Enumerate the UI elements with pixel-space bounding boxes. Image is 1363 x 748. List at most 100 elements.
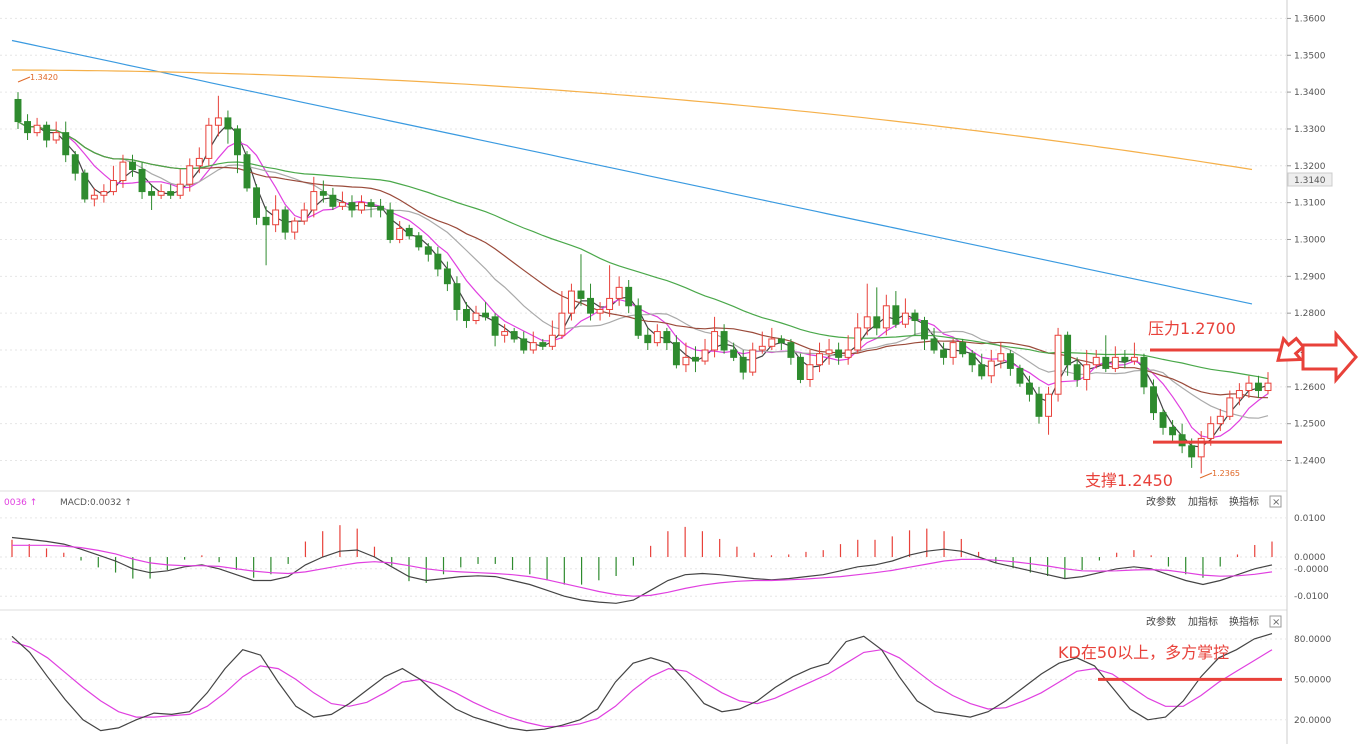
candle-down xyxy=(43,124,51,141)
candle-down xyxy=(1035,393,1043,417)
candle-down xyxy=(1255,382,1262,392)
high-marker: 1.3420 xyxy=(17,73,58,83)
candle-up xyxy=(863,316,871,329)
price-tick-label: 1.2900 xyxy=(1294,272,1326,282)
macd-axis: 0.0100 0.0000 -0.0000 -0.0100 xyxy=(0,514,1329,602)
candle-up xyxy=(606,297,614,310)
ma-fast-line xyxy=(17,121,1269,448)
candle-up xyxy=(1245,382,1253,392)
candle-up xyxy=(1054,334,1062,395)
candle-down xyxy=(1102,356,1110,369)
moving-averages xyxy=(11,39,1269,448)
candle-up xyxy=(291,220,299,233)
resistance-label: 压力1.2700 xyxy=(1148,319,1236,338)
candle-down xyxy=(625,286,633,307)
candle-up xyxy=(825,349,833,355)
candle-down xyxy=(129,161,136,170)
candle-up xyxy=(1045,393,1052,417)
price-tick-label: 1.2500 xyxy=(1294,420,1326,430)
swap-indicator-button[interactable]: 换指标 xyxy=(1229,615,1259,628)
candle-down xyxy=(415,235,423,248)
add-indicator-button[interactable]: 加指标 xyxy=(1188,615,1218,628)
candle-up xyxy=(701,349,709,362)
candle-down xyxy=(968,353,976,366)
swap-indicator-button[interactable]: 换指标 xyxy=(1229,495,1259,508)
candle-up xyxy=(711,331,719,351)
close-icon: × xyxy=(1272,617,1280,628)
candle-up xyxy=(529,342,537,351)
candle-down xyxy=(873,316,881,329)
candle-down xyxy=(14,98,22,123)
candle-up xyxy=(52,132,60,141)
price-tick-label: 1.2800 xyxy=(1294,309,1326,319)
candle-up xyxy=(749,349,757,373)
candle-up xyxy=(501,331,509,336)
macd-left-value: 0036 ↑ xyxy=(4,498,37,508)
macd-label: MACD:0.0032 ↑ xyxy=(60,498,132,508)
candle-down xyxy=(911,312,919,322)
candle-down xyxy=(692,356,699,362)
candle-up xyxy=(157,191,165,196)
candle-down xyxy=(796,356,804,380)
candle-up xyxy=(806,364,814,380)
candle-down xyxy=(1178,434,1186,447)
price-tick-label: 1.3400 xyxy=(1294,88,1326,98)
change-params-button[interactable]: 改参数 xyxy=(1146,615,1176,628)
current-price-label: 1.3140 xyxy=(1294,176,1326,186)
macd-tick-label: -0.0000 xyxy=(1294,565,1329,575)
candle-down xyxy=(329,194,337,207)
kd-toolbar: 改参数 加指标 换指标 × xyxy=(1146,615,1282,628)
candle-down xyxy=(386,209,394,240)
candle-down xyxy=(1140,356,1148,388)
price-tick-label: 1.2400 xyxy=(1294,457,1326,467)
candle-up xyxy=(901,312,909,325)
add-indicator-button[interactable]: 加指标 xyxy=(1188,495,1218,508)
ma-brown-line xyxy=(17,121,1269,399)
candle-up xyxy=(195,157,203,167)
candle-up xyxy=(882,305,890,329)
candle-down xyxy=(424,246,432,255)
candle-down xyxy=(405,227,413,237)
candle-down xyxy=(978,364,986,377)
candle-down xyxy=(443,268,451,285)
kd-tick-label: 80.0000 xyxy=(1294,635,1331,645)
right-arrow-icon xyxy=(1301,329,1358,385)
candle-down xyxy=(224,117,232,130)
candle-down xyxy=(491,316,499,336)
candle-up xyxy=(1092,356,1100,366)
candle-down xyxy=(539,342,547,347)
candle-down xyxy=(348,202,356,211)
candle-down xyxy=(1159,412,1167,428)
candle-down xyxy=(739,356,747,373)
candle-up xyxy=(682,356,690,366)
candle-up xyxy=(109,180,117,193)
candle-up xyxy=(596,308,604,314)
candle-down xyxy=(520,338,528,351)
candle-down xyxy=(644,334,652,344)
candle-down xyxy=(777,338,785,344)
close-macd-button[interactable] xyxy=(1269,495,1282,508)
close-kd-button[interactable] xyxy=(1269,615,1282,628)
candle-up xyxy=(768,338,776,347)
candle-up xyxy=(119,161,127,182)
candle-up xyxy=(33,124,41,134)
candle-down xyxy=(71,154,79,174)
candle-down xyxy=(148,191,156,196)
support-label: 支撑1.2450 xyxy=(1085,471,1173,490)
candle-down xyxy=(262,216,270,226)
change-params-button[interactable]: 改参数 xyxy=(1146,495,1176,508)
candle-down xyxy=(959,342,967,355)
high-marker-label: 1.3420 xyxy=(30,73,58,82)
candle-down xyxy=(930,338,938,351)
candle-down xyxy=(367,202,375,207)
candle-up xyxy=(472,312,480,322)
candle-down xyxy=(835,349,843,358)
candle-up xyxy=(100,191,108,196)
candle-down xyxy=(892,305,900,325)
candle-down xyxy=(253,187,261,218)
price-tick-label: 1.3100 xyxy=(1294,199,1326,209)
candle-up xyxy=(558,312,566,336)
candle-up xyxy=(567,290,575,314)
candle-down xyxy=(577,290,585,299)
